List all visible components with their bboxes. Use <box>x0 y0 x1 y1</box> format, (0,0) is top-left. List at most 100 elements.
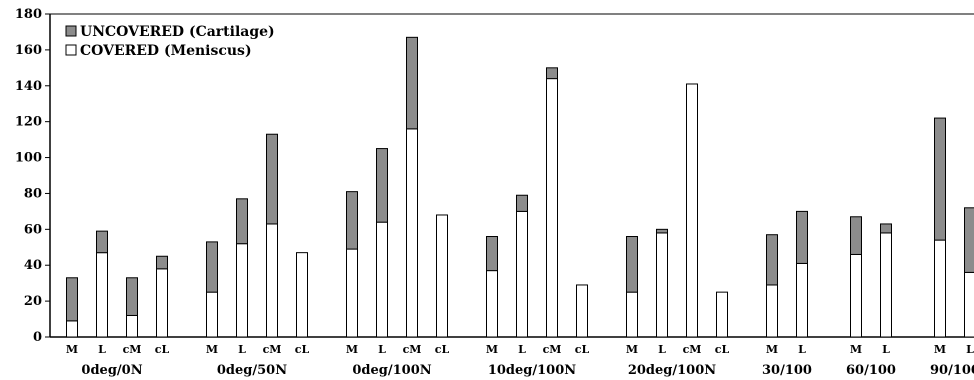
bar-covered <box>546 78 558 338</box>
bar-uncovered <box>206 241 218 293</box>
bar-covered <box>266 223 278 338</box>
bar-uncovered <box>546 67 558 80</box>
bar-covered <box>686 83 698 338</box>
category-tick-label: M <box>934 343 946 356</box>
group-label: 0deg/0N <box>81 363 142 378</box>
bar-covered <box>296 252 308 338</box>
bar-uncovered <box>376 148 388 223</box>
y-tick-label: 160 <box>15 43 42 58</box>
bar-uncovered <box>796 210 808 264</box>
legend-swatch-covered <box>65 44 77 56</box>
bar-uncovered <box>486 236 498 272</box>
group-label: 60/100 <box>846 363 896 378</box>
category-tick-label: L <box>966 343 974 356</box>
legend-swatch-uncovered <box>65 25 77 37</box>
bar-covered <box>850 253 862 338</box>
category-tick-label: cL <box>155 343 170 356</box>
group-label: 20deg/100N <box>628 363 716 378</box>
bars <box>66 36 974 338</box>
y-tick-label: 80 <box>24 186 42 201</box>
axes: 0 20 40 60 80 100 120 140 160 180 <box>15 7 974 345</box>
category-tick-label: M <box>850 343 862 356</box>
bar-covered <box>126 314 138 338</box>
y-tick-label: 0 <box>33 330 42 345</box>
bar-covered <box>576 284 588 338</box>
category-tick-label: cM <box>543 343 562 356</box>
bar-covered <box>964 271 974 338</box>
bar-covered <box>66 320 78 338</box>
bar-uncovered <box>934 117 946 241</box>
category-tick-label: M <box>766 343 778 356</box>
category-tick-label: M <box>486 343 498 356</box>
y-tick-label: 40 <box>24 258 42 273</box>
legend: UNCOVERED (Cartilage) COVERED (Meniscus) <box>65 24 275 59</box>
category-tick-label: cL <box>575 343 590 356</box>
category-tick-label: L <box>238 343 246 356</box>
bar-covered <box>934 239 946 338</box>
bar-uncovered <box>96 230 108 254</box>
category-tick-label: cM <box>683 343 702 356</box>
bar-covered <box>206 291 218 338</box>
bar-covered <box>376 221 388 338</box>
category-tick-label: cL <box>715 343 730 356</box>
bar-covered <box>796 262 808 338</box>
category-tick-label: L <box>378 343 386 356</box>
bar-uncovered <box>766 234 778 286</box>
bar-covered <box>880 232 892 338</box>
bar-uncovered <box>406 36 418 130</box>
bar-uncovered <box>156 255 168 270</box>
bar-covered <box>486 270 498 338</box>
group-label: 10deg/100N <box>488 363 576 378</box>
bar-uncovered <box>656 228 668 234</box>
y-tick-label: 20 <box>24 294 42 309</box>
group-label: 0deg/100N <box>352 363 431 378</box>
bar-uncovered <box>126 277 138 316</box>
y-tick-label: 120 <box>15 115 42 130</box>
category-tick-label: M <box>346 343 358 356</box>
bar-covered <box>716 291 728 338</box>
bar-covered <box>516 210 528 338</box>
bar-uncovered <box>66 277 78 322</box>
bar-uncovered <box>236 198 248 245</box>
bar-covered <box>236 243 248 338</box>
bar-covered <box>626 291 638 338</box>
category-tick-label: L <box>658 343 666 356</box>
y-tick-label: 140 <box>15 79 42 94</box>
bar-covered <box>656 232 668 338</box>
bar-covered <box>346 248 358 338</box>
bar-covered <box>156 268 168 338</box>
bar-uncovered <box>516 194 528 212</box>
category-tick-label: M <box>206 343 218 356</box>
category-tick-label: cM <box>123 343 142 356</box>
category-tick-label: L <box>882 343 890 356</box>
y-tick-label: 60 <box>24 222 42 237</box>
bar-uncovered <box>964 207 974 273</box>
category-tick-label: M <box>626 343 638 356</box>
bar-covered <box>406 128 418 338</box>
bar-uncovered <box>880 223 892 234</box>
bar-uncovered <box>850 216 862 255</box>
category-tick-label: M <box>66 343 78 356</box>
group-label: 90/100 <box>930 363 974 378</box>
category-tick-label: cL <box>435 343 450 356</box>
legend-label-covered: COVERED (Meniscus) <box>80 43 252 59</box>
bar-covered <box>766 284 778 338</box>
category-tick-label: cL <box>295 343 310 356</box>
bar-uncovered <box>346 191 358 250</box>
category-tick-label: L <box>98 343 106 356</box>
bar-uncovered <box>626 236 638 293</box>
bar-covered <box>96 252 108 338</box>
legend-label-uncovered: UNCOVERED (Cartilage) <box>80 24 275 40</box>
group-label: 0deg/50N <box>217 363 287 378</box>
bar-covered <box>436 214 448 338</box>
category-tick-label: L <box>798 343 806 356</box>
category-tick-label: cM <box>263 343 282 356</box>
category-tick-label: L <box>518 343 526 356</box>
y-tick-label: 100 <box>15 151 42 166</box>
category-tick-label: cM <box>403 343 422 356</box>
y-tick-label: 180 <box>15 7 42 22</box>
bar-uncovered <box>266 133 278 225</box>
